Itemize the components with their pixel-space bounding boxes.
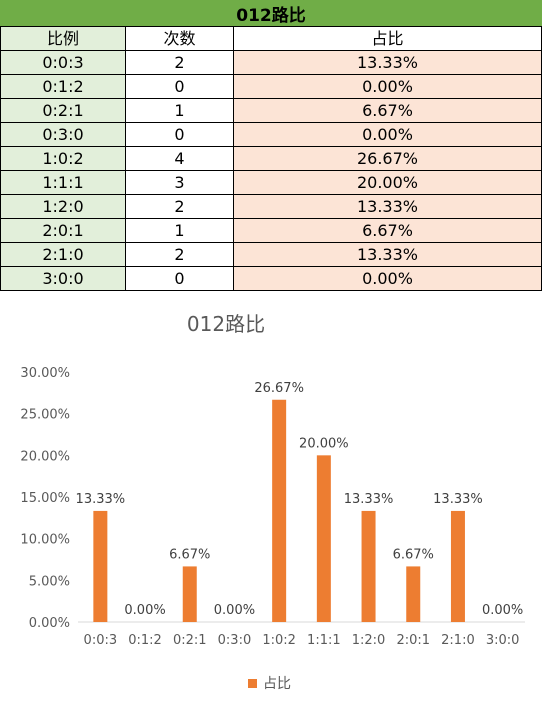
x-tick-label: 0:0:3 [84, 633, 118, 648]
legend-swatch [248, 678, 257, 688]
x-tick-label: 2:1:0 [441, 633, 475, 648]
table-row: 1:2:0 2 13.33% [0, 194, 542, 219]
table-cell[interactable]: 6.67% [233, 218, 542, 243]
table-title[interactable]: 012路比 [0, 0, 542, 27]
table-row: 0:0:3 2 13.33% [0, 50, 542, 75]
bar-0:0:3[interactable] [93, 510, 108, 622]
bar-1:2:0[interactable] [361, 510, 376, 622]
table-cell[interactable]: 1:1:1 [0, 170, 126, 195]
table-row: 3:0:0 0 0.00% [0, 266, 542, 291]
table-cell[interactable]: 2 [125, 50, 234, 75]
table-row: 2:1:0 2 13.33% [0, 242, 542, 267]
data-label: 0.00% [214, 603, 255, 618]
table-cell[interactable]: 3 [125, 170, 234, 195]
table-row: 2:0:1 1 6.67% [0, 218, 542, 243]
table-row: 1:0:2 4 26.67% [0, 146, 542, 171]
table-cell[interactable]: 2 [125, 242, 234, 267]
data-label: 0.00% [482, 603, 523, 618]
table-cell[interactable]: 1:0:2 [0, 146, 126, 171]
table-cell[interactable]: 26.67% [233, 146, 542, 171]
y-tick-label: 5.00% [29, 574, 70, 589]
table-cell[interactable]: 2:1:0 [0, 242, 126, 267]
table-cell[interactable]: 20.00% [233, 170, 542, 195]
table-cell[interactable]: 1:2:0 [0, 194, 126, 219]
table-cell[interactable]: 13.33% [233, 242, 542, 267]
data-label: 13.33% [76, 492, 126, 507]
table-cell[interactable]: 0:3:0 [0, 122, 126, 147]
table-cell[interactable]: 2:0:1 [0, 218, 126, 243]
table-cell[interactable]: 1 [125, 98, 234, 123]
table-header-row: 比例 次数 占比 [0, 26, 542, 51]
bar-2:1:0[interactable] [450, 510, 465, 622]
x-tick-label: 0:1:2 [128, 633, 162, 648]
table-cell[interactable]: 1 [125, 218, 234, 243]
bar-chart: 0.00% 5.00% 10.00% 15.00% 20.00% 25.00% 30.00%… [20, 366, 525, 648]
y-tick-label: 10.00% [20, 533, 70, 548]
x-tick-label: 1:1:1 [307, 633, 341, 648]
legend: 占比 [248, 673, 291, 693]
data-table: 比例 次数 占比 0:0:3 2 13.33% 0:1:2 0 0.00% 0:2:1 1 6.67%… [0, 26, 542, 291]
table-cell[interactable]: 0.00% [233, 266, 542, 291]
data-label: 13.33% [344, 492, 394, 507]
y-tick-label: 30.00% [20, 366, 70, 381]
column-header[interactable]: 占比 [233, 26, 542, 51]
data-label: 13.33% [433, 492, 483, 507]
table-cell[interactable]: 13.33% [233, 50, 542, 75]
bar-1:0:2[interactable] [272, 399, 287, 622]
data-label: 0.00% [124, 603, 165, 618]
table-cell[interactable]: 0.00% [233, 122, 542, 147]
table-row: 0:2:1 1 6.67% [0, 98, 542, 123]
table-row: 1:1:1 3 20.00% [0, 170, 542, 195]
column-header[interactable]: 次数 [125, 26, 234, 51]
data-label: 20.00% [299, 436, 349, 451]
chart-area[interactable]: 012路比 0.00% 5.00% 10.00% 15.00% 20.00% 25.00%… [0, 300, 542, 706]
y-tick-label: 15.00% [20, 491, 70, 506]
y-tick-label: 0.00% [29, 616, 70, 631]
bar-1:1:1[interactable] [316, 455, 331, 622]
table-cell[interactable]: 4 [125, 146, 234, 171]
data-label: 26.67% [254, 381, 304, 396]
bar-0:2:1[interactable] [182, 566, 197, 622]
x-tick-label: 1:2:0 [352, 633, 386, 648]
x-tick-label: 2:0:1 [396, 633, 430, 648]
data-label: 6.67% [169, 547, 210, 562]
table-cell[interactable]: 6.67% [233, 98, 542, 123]
table-row: 0:3:0 0 0.00% [0, 122, 542, 147]
table-cell[interactable]: 13.33% [233, 194, 542, 219]
x-tick-label: 3:0:0 [486, 633, 520, 648]
table-cell[interactable]: 3:0:0 [0, 266, 126, 291]
legend-label: 占比 [263, 676, 291, 692]
table-cell[interactable]: 0 [125, 74, 234, 99]
chart-title: 012路比 [186, 312, 266, 336]
table-cell[interactable]: 0 [125, 266, 234, 291]
table-cell[interactable]: 0:0:3 [0, 50, 126, 75]
x-tick-label: 0:2:1 [173, 633, 207, 648]
table-row: 0:1:2 0 0.00% [0, 74, 542, 99]
table-cell[interactable]: 2 [125, 194, 234, 219]
table-cell[interactable]: 0:1:2 [0, 74, 126, 99]
y-tick-label: 20.00% [20, 449, 70, 464]
table-cell[interactable]: 0.00% [233, 74, 542, 99]
table-cell[interactable]: 0 [125, 122, 234, 147]
x-tick-label: 0:3:0 [218, 633, 252, 648]
column-header[interactable]: 比例 [0, 26, 126, 51]
y-tick-label: 25.00% [20, 408, 70, 423]
x-tick-label: 1:0:2 [262, 633, 296, 648]
bar-2:0:1[interactable] [406, 566, 421, 622]
data-label: 6.67% [393, 547, 434, 562]
table-cell[interactable]: 0:2:1 [0, 98, 126, 123]
